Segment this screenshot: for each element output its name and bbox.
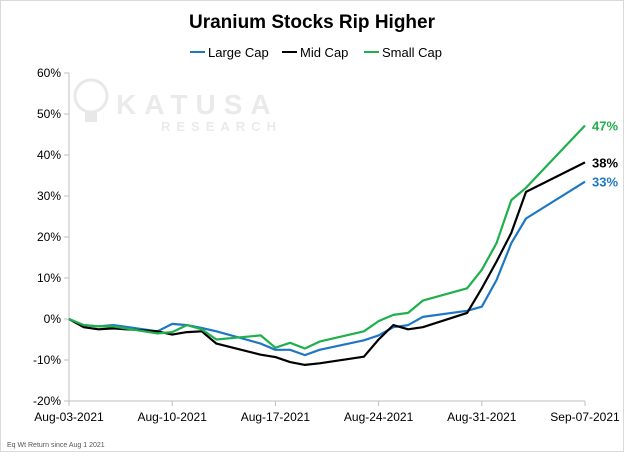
y-tick-label: 0% <box>44 312 62 326</box>
chart-title: Uranium Stocks Rip Higher <box>189 12 436 33</box>
y-tick-label: 50% <box>37 107 61 121</box>
end-labels: 33% 38% 47% <box>592 118 618 189</box>
y-tick-label: 30% <box>37 189 61 203</box>
y-tick-label: 60% <box>37 66 61 80</box>
axis-ticks: -20% -10% 0% 10% 20% 30% 40% 50% 60% Aug-03-2021 A… <box>33 66 620 424</box>
x-tick-label: Aug-03-2021 <box>34 410 104 424</box>
series-line-mid-cap <box>68 161 586 366</box>
y-tick-label: 40% <box>37 148 61 162</box>
watermark-logo: KATUSA RESEARCH <box>73 78 282 134</box>
y-tick-label: 10% <box>37 271 61 285</box>
legend-label-large-cap: Large Cap <box>208 45 269 60</box>
y-tick-label: -20% <box>33 394 61 408</box>
watermark-name: KATUSA <box>116 89 279 120</box>
watermark-bulb-base <box>85 112 97 122</box>
end-label-mid-cap: 38% <box>592 155 618 170</box>
end-label-large-cap: 33% <box>592 175 618 190</box>
series-lines <box>68 124 586 366</box>
watermark-sub: RESEARCH <box>161 119 282 134</box>
watermark-bulb-icon <box>73 78 109 114</box>
axes <box>68 73 585 402</box>
end-label-small-cap: 47% <box>592 118 618 133</box>
x-tick-label: Aug-10-2021 <box>138 410 208 424</box>
x-tick-label: Sep-07-2021 <box>550 410 620 424</box>
x-tick-label: Aug-24-2021 <box>344 410 414 424</box>
x-tick-label: Aug-31-2021 <box>447 410 517 424</box>
series-line-small-cap <box>68 124 586 350</box>
y-tick-label: 20% <box>37 230 61 244</box>
y-tick-label: -10% <box>33 353 61 367</box>
legend-label-mid-cap: Mid Cap <box>300 45 348 60</box>
footnote: Eq Wt Return since Aug 1 2021 <box>7 442 105 449</box>
x-tick-label: Aug-17-2021 <box>241 410 311 424</box>
legend: Large Cap Mid Cap Small Cap <box>190 45 442 60</box>
legend-label-small-cap: Small Cap <box>382 45 442 60</box>
